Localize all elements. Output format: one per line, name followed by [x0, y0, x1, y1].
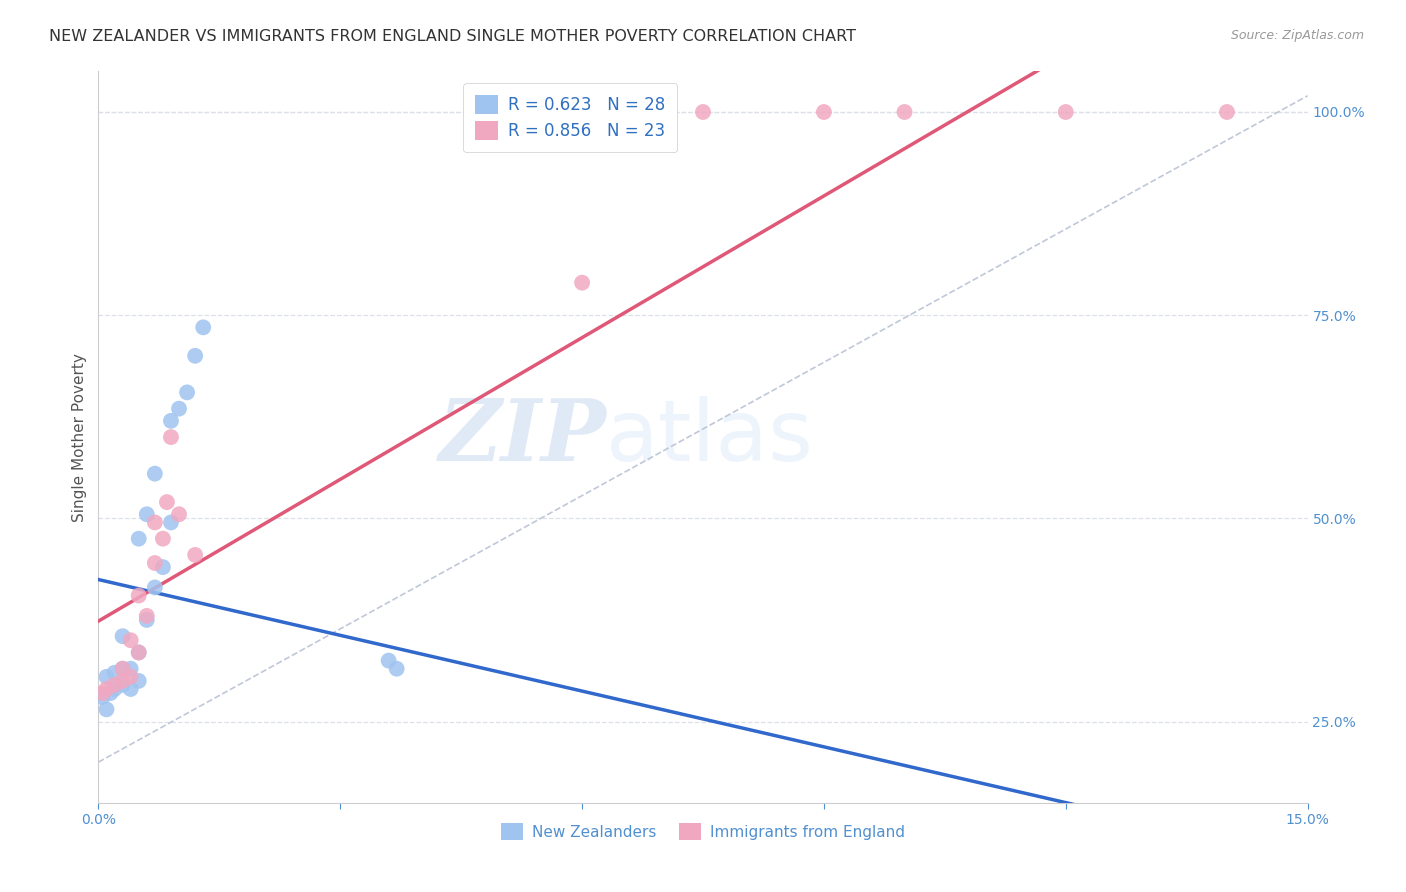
Point — [128, 673, 150, 688]
Point — [152, 560, 174, 574]
Point — [143, 467, 166, 481]
Point — [571, 276, 593, 290]
Point — [111, 662, 134, 676]
Point — [103, 681, 125, 696]
Point — [128, 645, 150, 659]
Point — [160, 516, 183, 530]
Point — [156, 495, 179, 509]
Point — [100, 686, 122, 700]
Point — [120, 662, 142, 676]
Legend: New Zealanders, Immigrants from England: New Zealanders, Immigrants from England — [495, 816, 911, 847]
Point — [111, 662, 134, 676]
Text: Source: ZipAtlas.com: Source: ZipAtlas.com — [1230, 29, 1364, 42]
Point — [160, 414, 183, 428]
Point — [813, 105, 835, 120]
Text: ZIP: ZIP — [439, 395, 606, 479]
Point — [128, 532, 150, 546]
Point — [893, 105, 915, 120]
Point — [167, 508, 190, 522]
Point — [128, 589, 150, 603]
Point — [143, 516, 166, 530]
Point — [377, 654, 399, 668]
Point — [176, 385, 198, 400]
Point — [111, 678, 134, 692]
Point — [143, 581, 166, 595]
Point — [111, 629, 134, 643]
Point — [184, 548, 207, 562]
Point — [120, 681, 142, 696]
Point — [135, 508, 157, 522]
Text: atlas: atlas — [606, 395, 814, 479]
Point — [91, 690, 114, 705]
Point — [120, 633, 142, 648]
Y-axis label: Single Mother Poverty: Single Mother Poverty — [72, 352, 87, 522]
Point — [135, 613, 157, 627]
Point — [184, 349, 207, 363]
Point — [1216, 105, 1239, 120]
Point — [91, 686, 114, 700]
Point — [120, 670, 142, 684]
Text: NEW ZEALANDER VS IMMIGRANTS FROM ENGLAND SINGLE MOTHER POVERTY CORRELATION CHART: NEW ZEALANDER VS IMMIGRANTS FROM ENGLAND… — [49, 29, 856, 44]
Point — [692, 105, 714, 120]
Point — [193, 320, 215, 334]
Point — [96, 681, 118, 696]
Point — [111, 673, 134, 688]
Point — [103, 665, 125, 680]
Point — [160, 430, 183, 444]
Point — [167, 401, 190, 416]
Point — [128, 645, 150, 659]
Point — [385, 662, 408, 676]
Point — [152, 532, 174, 546]
Point — [96, 702, 118, 716]
Point — [103, 678, 125, 692]
Point — [1054, 105, 1077, 120]
Point — [135, 608, 157, 623]
Point — [96, 670, 118, 684]
Point — [595, 853, 617, 867]
Point — [143, 556, 166, 570]
